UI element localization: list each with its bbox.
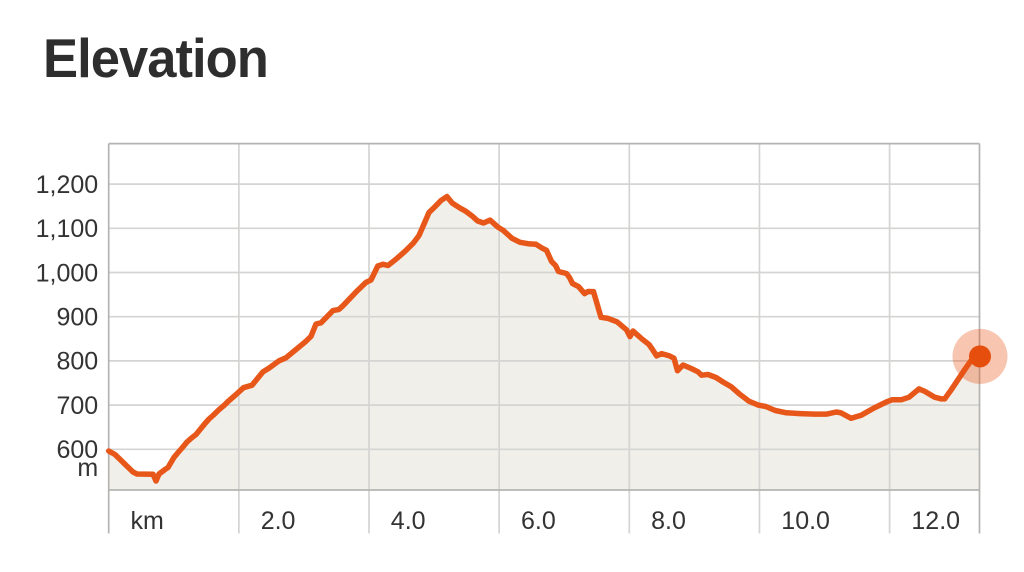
svg-text:12.0: 12.0 [911,507,960,535]
svg-text:700: 700 [56,392,98,420]
svg-text:8.0: 8.0 [651,507,686,535]
svg-text:1,000: 1,000 [36,259,99,287]
svg-text:600: 600 [56,436,98,464]
svg-text:6.0: 6.0 [521,507,556,535]
svg-text:m: m [77,454,98,482]
svg-text:900: 900 [56,304,98,332]
svg-text:1,200: 1,200 [36,171,99,199]
svg-text:1,100: 1,100 [36,215,99,243]
svg-text:800: 800 [56,348,98,376]
svg-text:km: km [131,507,164,535]
svg-text:2.0: 2.0 [261,507,296,535]
svg-text:4.0: 4.0 [391,507,426,535]
svg-text:10.0: 10.0 [781,507,830,535]
